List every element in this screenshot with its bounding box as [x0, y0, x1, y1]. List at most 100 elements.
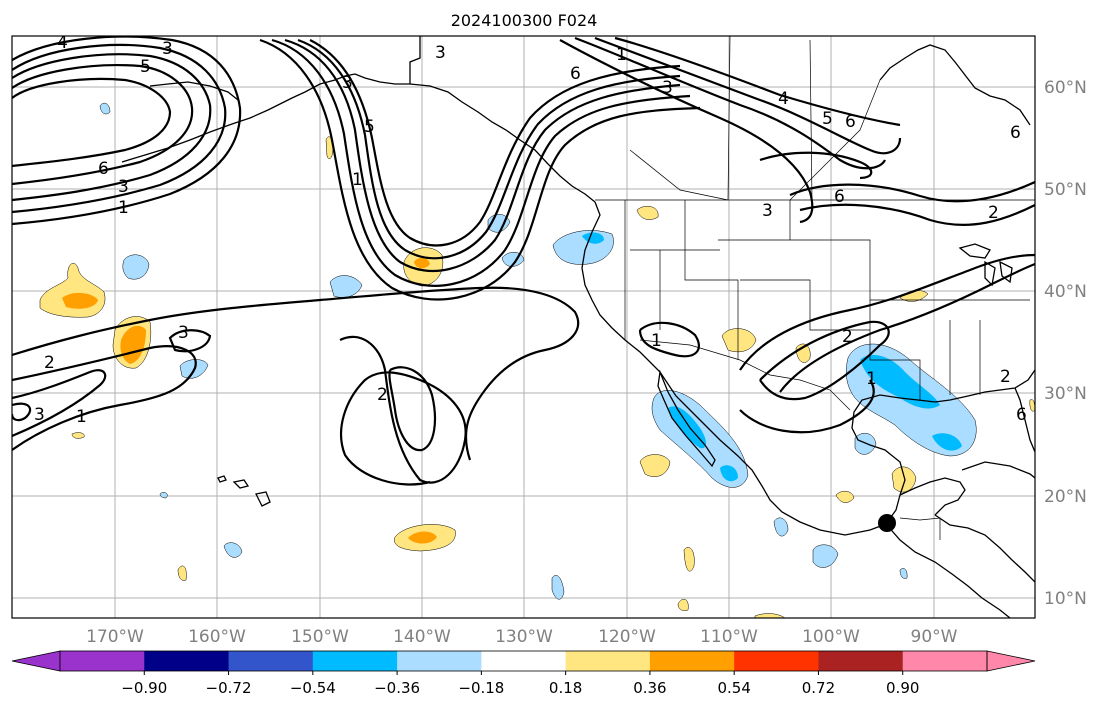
fill-pos-16	[71, 432, 85, 439]
lon-label: 90°W	[911, 627, 958, 647]
contour-label: 6	[570, 64, 581, 84]
contour-label: 6	[845, 112, 856, 132]
fill-pos-12	[835, 490, 855, 503]
colorbar-bin	[481, 651, 567, 671]
lat-label: 60°N	[1044, 78, 1087, 98]
fill-neg-14	[99, 102, 111, 115]
west-coast	[581, 201, 887, 536]
contour-label: 1	[352, 170, 363, 190]
contour-lines	[12, 36, 1035, 486]
central-america-border-1	[899, 517, 941, 540]
lake-superior	[958, 243, 991, 259]
lake-huron	[999, 260, 1013, 284]
graticule	[12, 36, 1035, 618]
colorbar-bin	[312, 651, 398, 671]
contour-label: 6	[834, 187, 845, 207]
hawaii-3	[255, 491, 271, 507]
lat-label: 40°N	[1044, 282, 1087, 302]
contour-ridge-6	[789, 180, 1035, 203]
colorbar-tick-label: 0.90	[886, 679, 919, 697]
map-title: 2024100300 F024	[451, 11, 598, 30]
fill-neg-8-core-b	[932, 433, 962, 451]
contour-sub-1	[12, 286, 580, 461]
contour-sub-4	[168, 329, 212, 353]
contour-label: 3	[762, 201, 773, 221]
colorbar-ticks: −0.90 −0.72 −0.54 −0.36 −0.18 0.18 0.36 0.54 0.7…	[121, 671, 919, 697]
yucatan	[899, 477, 966, 516]
contour-label: 2	[44, 353, 55, 373]
canada-provincial-4	[789, 79, 881, 201]
contour-label: 4	[57, 33, 68, 53]
contour-label: 2	[377, 385, 388, 405]
baja-california	[657, 369, 716, 468]
contour-label: 3	[178, 323, 189, 343]
contour-trough-3	[271, 38, 691, 287]
contour-sub-3	[12, 369, 107, 438]
fill-neg-7-core-b	[720, 465, 738, 482]
contour-label: 1	[866, 369, 877, 389]
colorbar-tick-label: −0.36	[374, 679, 420, 697]
gulf-coast	[851, 369, 1035, 525]
colorbar-tick-label: −0.72	[206, 679, 252, 697]
contour-label: 1	[651, 331, 662, 351]
colorbar-bin	[902, 651, 988, 671]
contour-sub-5	[339, 335, 467, 486]
contour-label: 2	[988, 203, 999, 223]
cuba	[961, 461, 1035, 479]
us-state-5	[790, 239, 930, 301]
colorbar-bin	[60, 651, 145, 671]
lon-label: 100°W	[802, 627, 860, 647]
contour-label: 6	[1016, 405, 1027, 425]
fill-neg-5-core	[582, 232, 604, 244]
map-frame	[11, 35, 1036, 619]
contour-label: 5	[364, 117, 375, 137]
us-mexico-border	[639, 339, 851, 411]
contour-trough-5	[309, 39, 681, 247]
contour-bering-2	[12, 43, 227, 214]
fill-neg-16	[159, 492, 168, 499]
contour-label: 2	[1000, 367, 1011, 387]
lat-label: 20°N	[1044, 487, 1087, 507]
colorbar-tick-label: 0.54	[717, 679, 750, 697]
fill-neg-12	[551, 575, 565, 600]
contour-bering-3	[12, 36, 242, 226]
contour-label: 3	[34, 405, 45, 425]
canada-provincial-3	[629, 149, 729, 201]
hawaii-2	[232, 479, 250, 489]
contour-trough-2	[297, 38, 681, 260]
contour-label: 2	[842, 327, 853, 347]
contour-label: 3	[342, 73, 353, 93]
contour-ridge-7	[799, 203, 1035, 226]
fill-neg-7-core-a	[668, 406, 706, 449]
fill-pos-14	[677, 598, 689, 611]
fill-pos-6	[636, 205, 659, 220]
colorbar-tick-label: 0.72	[802, 679, 835, 697]
fill-neg-1	[122, 254, 150, 280]
fill-neg-11	[773, 517, 789, 537]
fill-pos-5-core	[408, 531, 437, 544]
contour-label-group: 4 3 5 6 3 1 3 5 1 3 6 1 3 4 5 6 6 3 2 6 …	[34, 33, 1027, 427]
contour-sub-2	[12, 345, 197, 451]
colorbar-bin	[649, 651, 735, 671]
contour-sub-6	[388, 366, 437, 452]
colorbar-extend-min	[11, 650, 61, 672]
contour-east-1	[739, 253, 1035, 371]
contour-label: 3	[662, 78, 673, 98]
contour-sub-8	[12, 402, 32, 422]
lat-label: 50°N	[1044, 180, 1087, 200]
contour-ridge-1	[574, 36, 886, 170]
colorbar-bin	[144, 651, 230, 671]
political-borders	[595, 36, 1035, 540]
colorbar-bin	[228, 651, 314, 671]
lon-label: 130°W	[495, 627, 553, 647]
fill-neg-15	[899, 568, 908, 579]
fill-pos-10	[891, 466, 917, 493]
colorbar-bin	[565, 651, 651, 671]
station-marker-dot	[878, 514, 896, 532]
us-state-6	[869, 300, 921, 400]
contour-label: 6	[1010, 123, 1021, 143]
colorbar-bin	[397, 651, 482, 671]
contour-label: 5	[140, 57, 151, 77]
lon-label: 160°W	[188, 627, 246, 647]
